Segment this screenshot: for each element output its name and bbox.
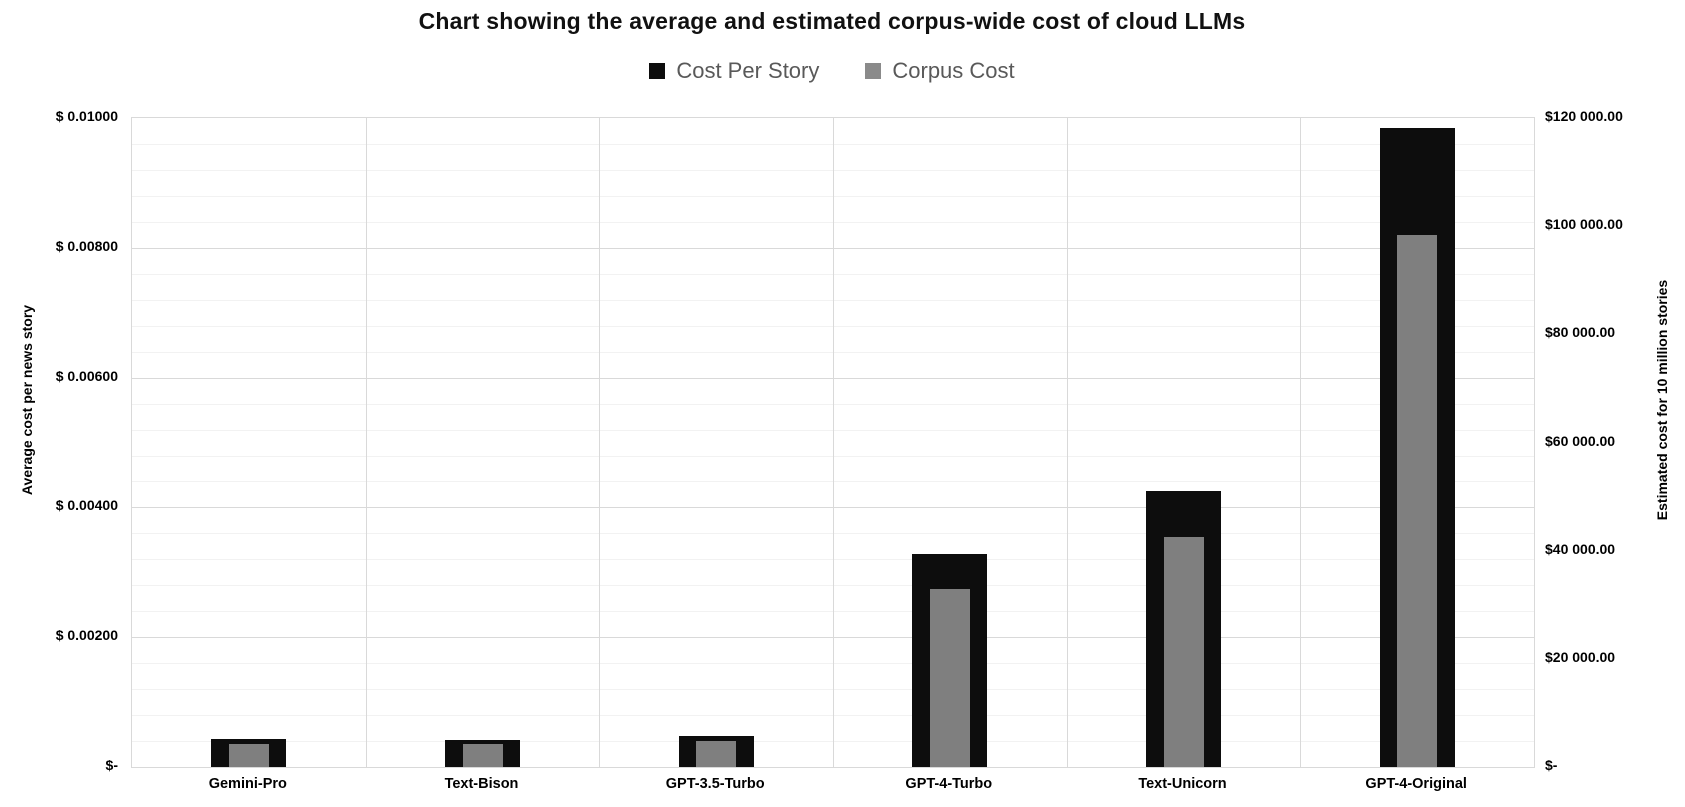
x-tick-label: GPT-3.5-Turbo bbox=[665, 776, 765, 792]
y-tick-label-right: $80 000.00 bbox=[1545, 324, 1616, 341]
y-tick-label-right: $100 000.00 bbox=[1545, 216, 1623, 233]
left-axis-title: Average cost per news story bbox=[19, 304, 35, 496]
x-tick-label: Text-Unicorn bbox=[1138, 776, 1227, 792]
y-tick-label-right: $20 000.00 bbox=[1545, 648, 1616, 665]
y-tick-label-right: $- bbox=[1545, 757, 1558, 773]
x-tick-label: GPT-4-Original bbox=[1365, 776, 1467, 792]
x-tick-label: Gemini-Pro bbox=[208, 776, 287, 792]
x-tick-label: Text-Bison bbox=[444, 776, 519, 792]
gridline-vertical bbox=[1066, 118, 1068, 767]
gridline-vertical bbox=[599, 118, 601, 767]
y-tick-label-left: $ 0.01000 bbox=[55, 108, 118, 124]
y-tick-label-right: $60 000.00 bbox=[1545, 432, 1616, 449]
y-tick-label-left: $ 0.00800 bbox=[55, 237, 118, 254]
y-tick-label-right: $120 000.00 bbox=[1545, 108, 1623, 124]
x-tick-label: GPT-4-Turbo bbox=[905, 776, 993, 792]
right-axis-title: Estimated cost for 10 million stories bbox=[1654, 279, 1670, 521]
y-tick-label-left: $- bbox=[105, 757, 118, 773]
gridline-vertical bbox=[833, 118, 834, 767]
y-tick-label-right: $40 000.00 bbox=[1545, 540, 1616, 557]
y-tick-label-left: $ 0.00400 bbox=[55, 497, 118, 514]
gridline-vertical bbox=[365, 118, 367, 767]
bar-corpus-cost bbox=[228, 743, 269, 767]
cost-per-story-swatch-icon bbox=[649, 63, 666, 79]
y-tick-label-left: $ 0.00200 bbox=[55, 627, 118, 644]
legend-label-cost-per-story: Cost Per Story bbox=[676, 58, 820, 83]
legend: Cost Per Story Corpus Cost bbox=[131, 54, 1533, 88]
bar-corpus-cost bbox=[1397, 234, 1438, 767]
legend-item-corpus-cost: Corpus Cost bbox=[865, 58, 1015, 84]
plot-area bbox=[131, 117, 1535, 768]
y-tick-label-left: $ 0.00600 bbox=[55, 367, 118, 384]
bar-corpus-cost bbox=[462, 744, 503, 767]
chart-title: Chart showing the average and estimated … bbox=[418, 8, 1246, 34]
legend-label-corpus-cost: Corpus Cost bbox=[892, 58, 1015, 83]
corpus-cost-swatch-icon bbox=[865, 63, 882, 79]
bar-corpus-cost bbox=[1163, 536, 1204, 767]
legend-item-cost-per-story: Cost Per Story bbox=[649, 58, 819, 84]
bar-corpus-cost bbox=[696, 741, 737, 767]
bar-corpus-cost bbox=[929, 589, 970, 767]
gridline-vertical bbox=[1300, 118, 1302, 767]
